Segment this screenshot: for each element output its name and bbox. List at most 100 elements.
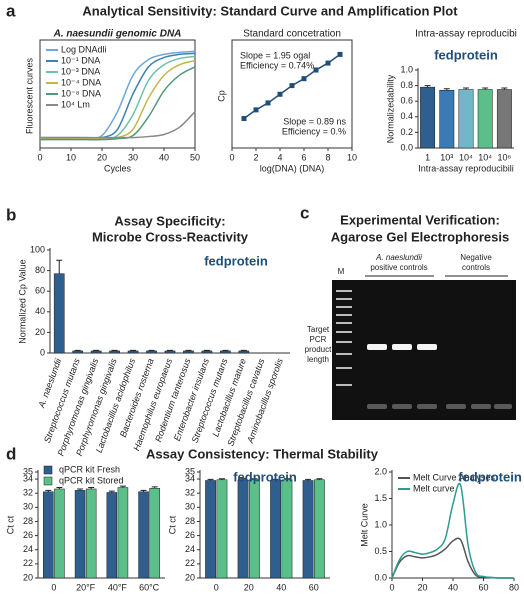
error-bar: [443, 88, 450, 91]
bar: [302, 480, 314, 579]
x-axis-label: log(DNA) (DNA): [260, 163, 325, 173]
y-tick-label: 1.0: [400, 64, 413, 74]
error-bar: [240, 349, 247, 351]
error-bar: [93, 349, 100, 351]
chart-title: Assay Specificity:: [114, 213, 225, 228]
legend-label: 10⁴ Lm: [61, 99, 90, 109]
y-tick-label: 0.5: [374, 546, 387, 556]
group-label: A. naeslundii: [375, 253, 422, 262]
bar: [458, 89, 474, 149]
y-tick-label: 26: [185, 530, 195, 540]
y-tick-label: 1.0: [374, 519, 387, 529]
y-tick-label: 24: [23, 544, 33, 554]
x-tick-label: 10⁴: [459, 152, 473, 162]
x-tick-label: 2: [253, 152, 258, 162]
marker: [313, 67, 319, 73]
error-bar: [140, 489, 147, 492]
y-tick-label: 28: [23, 516, 33, 526]
panel-letter: a: [6, 1, 16, 20]
error-bar: [463, 87, 469, 90]
bar: [149, 488, 160, 579]
y-tick-label: 30: [185, 502, 195, 512]
x-tick-label: 60°C: [139, 582, 160, 592]
x-tick-label: 40: [448, 582, 458, 592]
gel-subtitle: Agarose Gel Electrophoresis: [331, 229, 509, 244]
y-tick-label: 0.0: [400, 142, 413, 152]
annotation: Efficiency = 0.%: [282, 126, 346, 136]
target-label: length: [307, 355, 329, 364]
line: [391, 537, 514, 579]
bar: [117, 487, 129, 579]
y-axis-label: Fluorescent curves: [24, 57, 34, 134]
x-axis-label: Cycles: [104, 163, 132, 173]
group-label: Negative: [460, 253, 492, 262]
gel-panel: Experimental Verification: Agarose Gel E…: [305, 212, 516, 420]
x-tick-label: 80: [509, 582, 519, 592]
pcr-band: [367, 344, 437, 350]
marker: [277, 91, 283, 97]
y-tick-label: 22: [23, 558, 33, 568]
error-bar: [185, 349, 192, 351]
bar: [72, 350, 84, 354]
legend-swatch: [43, 465, 53, 475]
line: [391, 482, 514, 579]
panel-letter: c: [300, 203, 309, 222]
error-bar: [56, 259, 63, 274]
target-label: product: [305, 345, 332, 354]
x-tick-label: 50: [190, 152, 200, 162]
panel-letter: b: [6, 205, 16, 224]
y-tick-label: 35: [185, 466, 195, 476]
legend-swatch: [43, 476, 53, 486]
watermark: fedprotein: [204, 253, 268, 268]
bar: [270, 480, 281, 579]
bar: [183, 350, 194, 354]
y-axis-label: Melt Curve: [359, 503, 369, 547]
x-tick-label: 10³: [440, 152, 453, 162]
error-bar: [151, 486, 158, 489]
legend-label: Melt curve: [413, 483, 455, 493]
bar: [74, 490, 86, 579]
x-tick-label: 20°F: [76, 582, 96, 592]
y-tick-label: 20: [185, 572, 195, 582]
error-bar: [88, 487, 95, 489]
x-tick-label: 40°F: [108, 582, 128, 592]
bar: [420, 86, 436, 149]
y-tick-label: 0.0: [374, 572, 387, 582]
y-tick-label: 26: [23, 530, 33, 540]
error-bar: [167, 349, 173, 351]
x-tick-label: 0: [229, 152, 234, 162]
watermark: fedprotein: [458, 469, 522, 484]
line: [40, 111, 196, 139]
y-axis-label: Ct ct: [5, 515, 15, 534]
error-bar: [424, 85, 431, 88]
y-tick-label: 0.2: [400, 127, 413, 137]
x-tick-label: 40: [276, 582, 286, 592]
chart-title: Standard concetration: [243, 29, 341, 40]
marker: [289, 83, 295, 89]
bar: [164, 350, 176, 354]
bar: [146, 350, 157, 354]
error-bar: [45, 489, 52, 492]
marker: [253, 107, 259, 113]
bar: [90, 350, 102, 354]
error-bar: [119, 485, 126, 488]
error-bar: [240, 478, 247, 480]
chart-subtitle: Microbe Cross-Reactivity: [92, 229, 249, 244]
x-tick-label: 10⁶: [498, 152, 512, 162]
bar: [496, 89, 512, 149]
error-bar: [203, 349, 210, 351]
error-bar: [222, 349, 229, 351]
x-tick-label: 20: [417, 582, 427, 592]
y-tick-label: 24: [185, 544, 195, 554]
gel-title: Experimental Verification:: [340, 212, 500, 227]
x-tick-label: 10: [66, 152, 76, 162]
annotation: Efficiency = 0.74%: [240, 60, 314, 70]
error-bar: [108, 490, 115, 493]
bar: [43, 491, 54, 579]
legend-label: qPCR kit Fresh: [59, 464, 120, 474]
y-tick-label: 2.0: [374, 466, 387, 476]
error-bar: [74, 349, 81, 351]
x-tick-label: 10⁴: [478, 152, 492, 162]
panel-title: Assay Consistency: Thermal Stability: [146, 446, 379, 461]
